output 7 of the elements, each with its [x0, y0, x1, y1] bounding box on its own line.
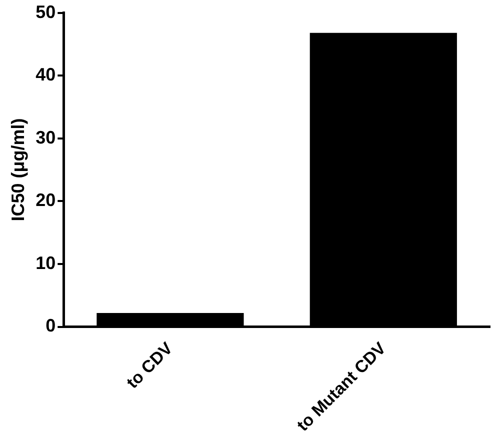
y-tick-label: 50 [36, 2, 56, 22]
y-tick-label: 10 [36, 252, 56, 273]
y-axis-title: IC50 (μg/ml) [8, 118, 28, 222]
y-tick-label: 40 [36, 64, 56, 85]
y-tick-label: 20 [36, 190, 56, 210]
y-tick-label: 0 [46, 316, 56, 336]
y-tick-label: 30 [36, 127, 56, 148]
